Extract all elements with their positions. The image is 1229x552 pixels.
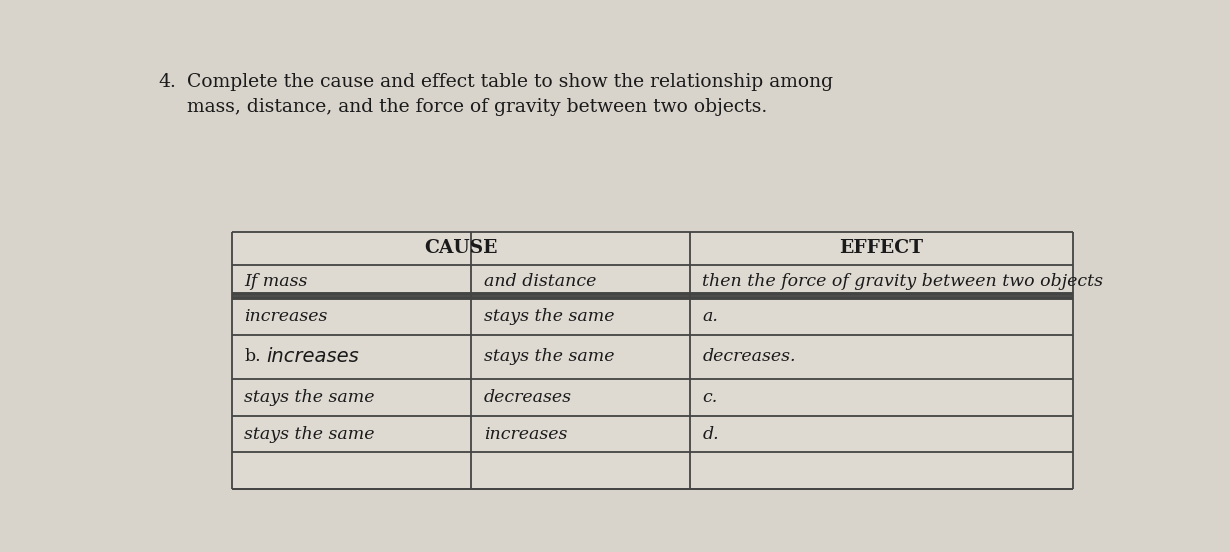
Text: b.: b. — [245, 348, 261, 365]
Text: Complete the cause and effect table to show the relationship among
mass, distanc: Complete the cause and effect table to s… — [187, 73, 833, 115]
Text: and distance: and distance — [484, 273, 596, 290]
Text: then the force of gravity between two objects: then the force of gravity between two ob… — [703, 273, 1104, 290]
Text: stays the same: stays the same — [484, 348, 614, 365]
Text: EFFECT: EFFECT — [839, 240, 923, 257]
Text: CAUSE: CAUSE — [424, 240, 498, 257]
Text: increases: increases — [484, 426, 567, 443]
Text: d.: d. — [703, 426, 719, 443]
Text: If mass: If mass — [245, 273, 307, 290]
Text: increases: increases — [265, 347, 359, 367]
Text: decreases: decreases — [484, 389, 571, 406]
Text: stays the same: stays the same — [245, 426, 375, 443]
Text: a.: a. — [703, 308, 718, 325]
Text: stays the same: stays the same — [245, 389, 375, 406]
Text: stays the same: stays the same — [484, 308, 614, 325]
Text: 4.: 4. — [159, 73, 176, 91]
Text: increases: increases — [245, 308, 327, 325]
Text: c.: c. — [703, 389, 718, 406]
Text: decreases.: decreases. — [703, 348, 796, 365]
